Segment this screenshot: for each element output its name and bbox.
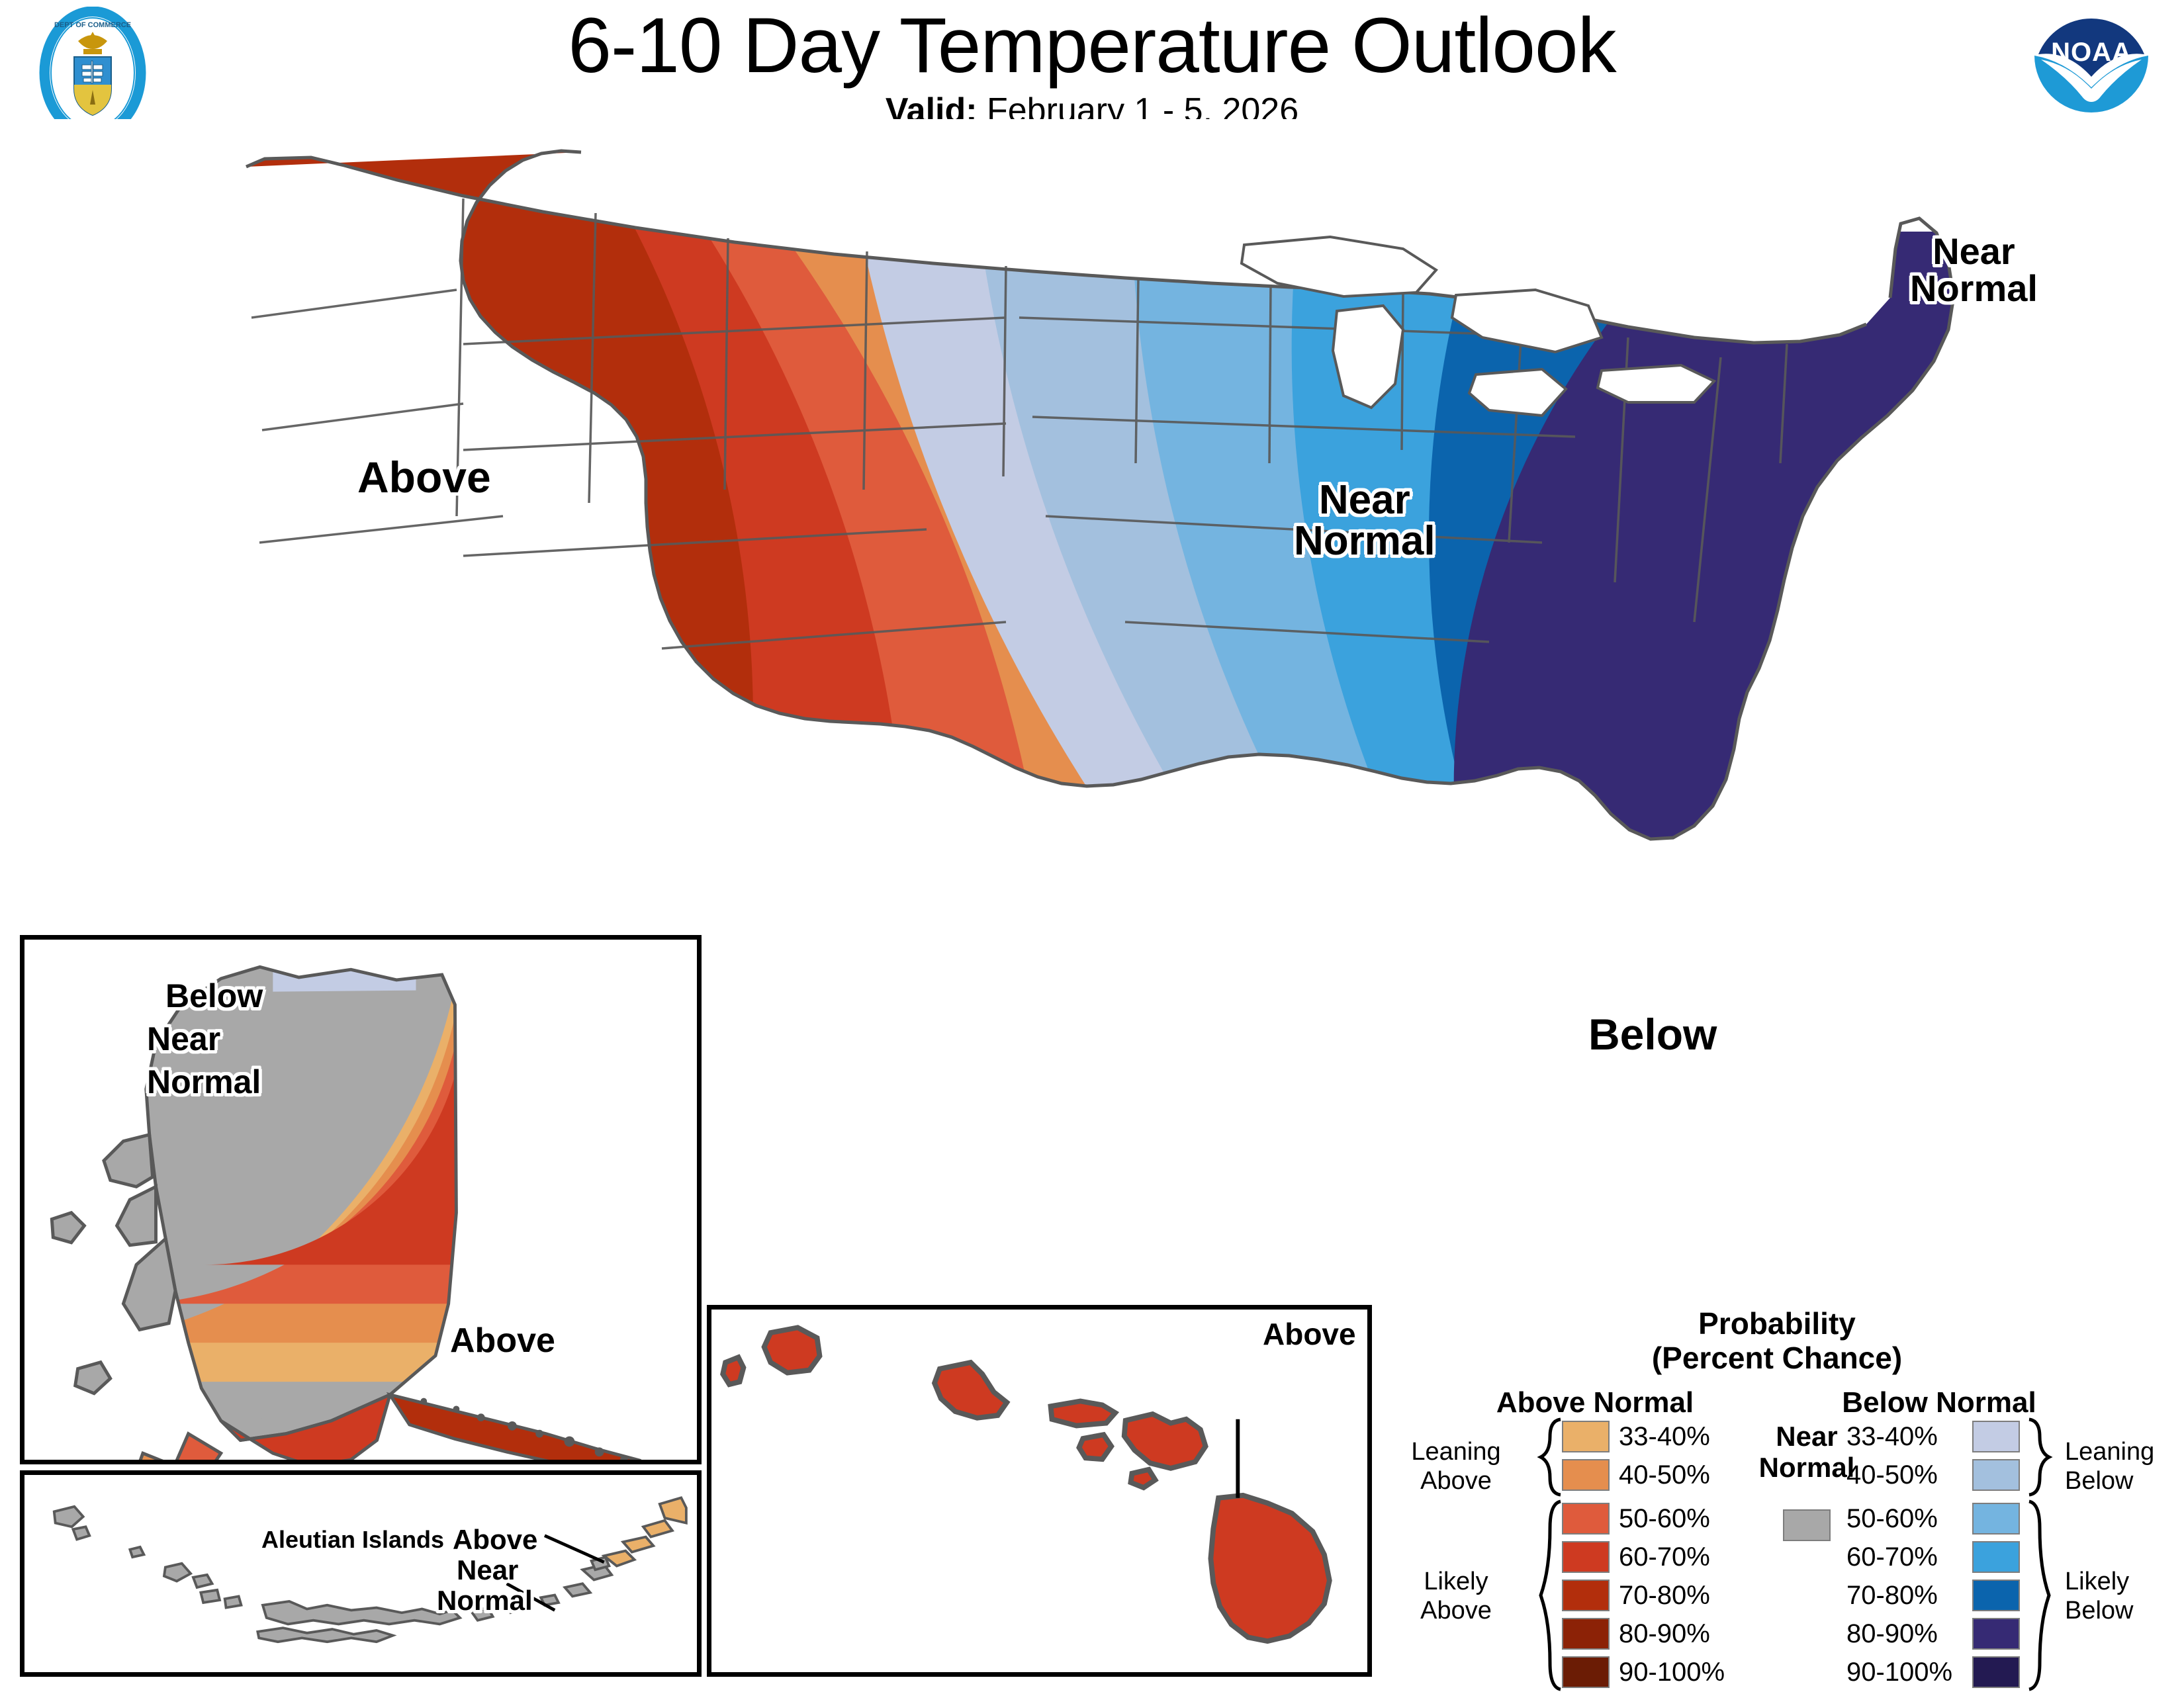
- legend-swatch-below-5: [1972, 1618, 2020, 1650]
- legend-nn-line2: Normal: [1758, 1452, 1855, 1484]
- likely-above-line1: Likely: [1424, 1568, 1488, 1595]
- legend-near-normal-text: Near Normal: [1741, 1421, 1873, 1483]
- legend-swatch-below-1: [1972, 1459, 2020, 1491]
- alaska-panhandle-detail: [420, 1398, 628, 1460]
- legend-swatch-below-3: [1972, 1541, 2020, 1573]
- legend-swatch-above-0: [1562, 1421, 1610, 1452]
- legend-range-below-6: 90-100%: [1846, 1658, 1953, 1687]
- svg-text:NOAA: NOAA: [2051, 38, 2132, 67]
- legend-range-above-4: 70-80%: [1619, 1581, 1710, 1610]
- likely-below-line2: Below: [2065, 1596, 2134, 1625]
- bracket-likely-above: [1539, 1499, 1561, 1691]
- alaska-inset: [20, 935, 702, 1464]
- aleutian-inset-title: Aleutian Islands: [261, 1526, 445, 1553]
- aleutian-chain: [52, 1496, 688, 1644]
- leaning-above-line1: Leaning: [1411, 1438, 1501, 1466]
- legend-range-above-6: 90-100%: [1619, 1658, 1725, 1687]
- svg-text:DEPT OF COMMERCE: DEPT OF COMMERCE: [54, 21, 131, 29]
- legend-range-below-5: 80-90%: [1846, 1619, 1938, 1648]
- legend-swatch-below-0: [1972, 1421, 2020, 1452]
- great-lakes: [1240, 235, 1717, 418]
- legend-swatch-below-4: [1972, 1580, 2020, 1611]
- hawaii-islands: [720, 1325, 1332, 1644]
- page-title: 6-10 Day Temperature Outlook: [568, 2, 1616, 89]
- bracket-leaning-below: [2028, 1417, 2053, 1497]
- bracket-likely-below: [2028, 1499, 2051, 1691]
- legend-range-above-2: 50-60%: [1619, 1504, 1710, 1533]
- legend-range-below-2: 50-60%: [1846, 1504, 1938, 1533]
- legend-range-below-0: 33-40%: [1846, 1422, 1938, 1451]
- legend-range-above-1: 40-50%: [1619, 1460, 1710, 1490]
- aleutian-leader-lines: [506, 1534, 605, 1612]
- department-of-commerce-seal: DEPT OF COMMERCE UNITED STATES: [26, 7, 159, 139]
- likely-above-line2: Above: [1420, 1596, 1492, 1625]
- legend-likely-above-label: Likely Above: [1390, 1568, 1522, 1625]
- legend-leaning-below-label: Leaning Below: [2065, 1438, 2184, 1495]
- legend-swatch-above-2: [1562, 1503, 1610, 1535]
- legend-swatch-near-normal: [1783, 1509, 1831, 1541]
- legend-title-line2: (Percent Chance): [1651, 1340, 1903, 1375]
- legend-range-above-0: 33-40%: [1619, 1422, 1710, 1451]
- legend-swatch-above-6: [1562, 1656, 1610, 1688]
- legend-swatch-below-2: [1972, 1503, 2020, 1535]
- legend-swatch-above-5: [1562, 1618, 1610, 1650]
- leaning-below-line1: Leaning: [2065, 1438, 2155, 1466]
- legend-above-header: Above Normal: [1496, 1386, 1694, 1419]
- hawaii-inset: [707, 1305, 1372, 1677]
- legend-range-below-4: 70-80%: [1846, 1581, 1938, 1610]
- noaa-logo: NOAA: [2025, 7, 2158, 139]
- legend-leaning-above-label: Leaning Above: [1390, 1438, 1522, 1495]
- bracket-leaning-above: [1537, 1417, 1561, 1497]
- leaning-above-line2: Above: [1420, 1466, 1492, 1495]
- legend-title: Probability (Percent Chance): [1383, 1306, 2171, 1375]
- legend-range-below-3: 60-70%: [1846, 1542, 1938, 1572]
- legend-nn-line1: Near: [1776, 1421, 1838, 1452]
- legend-below-header: Below Normal: [1842, 1386, 2036, 1419]
- legend-range-above-5: 80-90%: [1619, 1619, 1710, 1648]
- alaska-west-islands: [50, 1132, 177, 1396]
- legend-title-line1: Probability: [1698, 1306, 1856, 1341]
- conus-outlook-map: [0, 119, 2184, 1376]
- legend-swatch-above-3: [1562, 1541, 1610, 1573]
- aleutian-islands-inset: [20, 1470, 702, 1677]
- legend-range-above-3: 60-70%: [1619, 1542, 1710, 1572]
- legend-likely-below-label: Likely Below: [2065, 1568, 2184, 1625]
- legend-range-below-1: 40-50%: [1846, 1460, 1938, 1490]
- likely-below-line1: Likely: [2065, 1568, 2130, 1595]
- legend-swatch-above-1: [1562, 1459, 1610, 1491]
- legend-swatch-above-4: [1562, 1580, 1610, 1611]
- probability-legend: Probability (Percent Chance) Above Norma…: [1383, 1306, 2171, 1691]
- leaning-below-line2: Below: [2065, 1466, 2134, 1495]
- legend-swatch-below-6: [1972, 1656, 2020, 1688]
- conus-outline: [246, 149, 1956, 841]
